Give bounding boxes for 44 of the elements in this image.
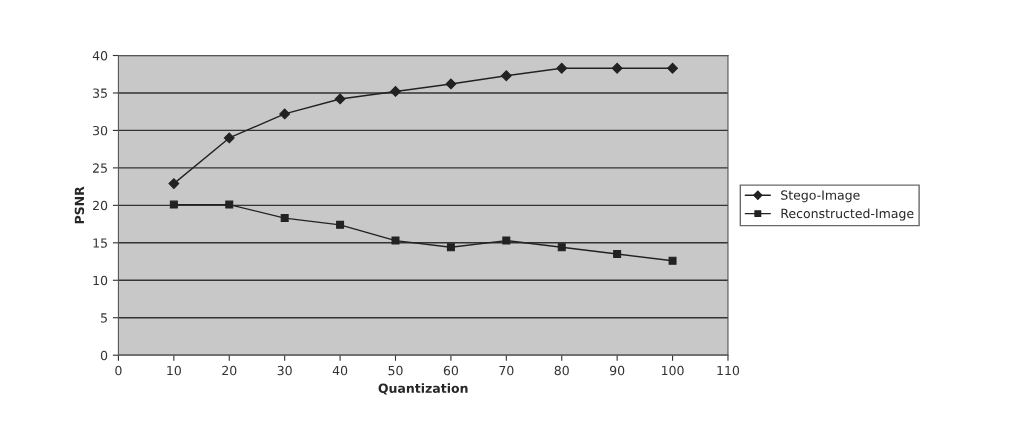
- point: [502, 236, 511, 245]
- point: [446, 243, 455, 252]
- legend-label: Reconstructed-Image: [781, 208, 914, 221]
- y-tick-label: 30: [93, 125, 108, 136]
- x-tick-label: 10: [167, 365, 181, 376]
- point: [556, 62, 568, 74]
- x-tick-label: 40: [332, 365, 348, 376]
- x-tick-label: 80: [554, 365, 569, 376]
- x-tick-label: 70: [499, 365, 514, 376]
- point: [225, 200, 234, 209]
- x-tick-label: 30: [277, 365, 292, 376]
- x-tick-label: 100: [662, 365, 684, 376]
- y-axis-title: PSNR: [74, 186, 85, 224]
- y-tick-label: 25: [93, 163, 107, 173]
- point: [611, 62, 623, 74]
- point: [557, 243, 566, 252]
- x-tick-label: 110: [717, 365, 740, 376]
- point: [668, 256, 677, 265]
- point: [280, 214, 289, 223]
- legend-label: Stego-Image: [781, 190, 860, 203]
- x-tick-label: 50: [388, 365, 403, 376]
- y-tick-label: 0: [100, 350, 108, 361]
- point: [336, 220, 345, 229]
- point: [667, 62, 678, 74]
- point: [500, 70, 512, 82]
- x-tick-label: 20: [222, 365, 237, 376]
- y-tick-label: 35: [93, 88, 107, 98]
- x-tick-label: 60: [443, 365, 459, 376]
- y-tick-label: 40: [92, 50, 108, 61]
- point: [445, 78, 457, 90]
- x-axis-title: Quantization: [378, 383, 468, 395]
- point: [168, 178, 180, 190]
- point: [613, 250, 622, 259]
- x-tick-label: 0: [115, 365, 122, 376]
- x-tick-label: 90: [609, 365, 625, 376]
- y-tick-label: 20: [93, 200, 108, 211]
- point: [223, 132, 235, 144]
- point: [334, 93, 346, 105]
- y-tick-label: 10: [93, 275, 108, 286]
- point: [279, 108, 291, 120]
- y-tick-label: 15: [93, 238, 107, 248]
- point: [390, 86, 401, 97]
- y-tick-label: 5: [101, 313, 107, 323]
- point: [169, 200, 178, 209]
